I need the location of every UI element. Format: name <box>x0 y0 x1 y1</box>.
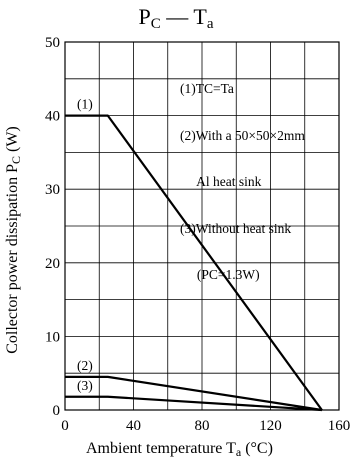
x-axis-label: Ambient temperature Ta (°C) <box>86 440 273 459</box>
plot-frame <box>64 41 340 411</box>
series-label: (3) <box>77 378 93 393</box>
legend-line: (PC=1.3W) <box>180 267 260 282</box>
y-tick-label: 10 <box>45 329 60 345</box>
y-tick-label: 50 <box>45 35 60 51</box>
legend-line: (3)Without heat sink <box>180 220 292 236</box>
legend-line: Al heat sink <box>180 174 262 189</box>
series-label: (1) <box>77 97 93 112</box>
y-tick-label: 40 <box>45 109 60 125</box>
chart-title: PC — Ta <box>138 4 214 32</box>
series-label: (2) <box>77 358 93 373</box>
x-tick-label: 80 <box>195 418 210 434</box>
series-line <box>65 375 323 412</box>
tick-labels: 0 40 80 120 160 0 10 20 30 40 50 <box>45 35 350 434</box>
legend-line: (2)With a 50×50×2mm <box>180 127 305 143</box>
x-tick-label: 0 <box>61 418 69 434</box>
legend-line: (1)TC=Ta <box>180 81 234 96</box>
y-tick-label: 30 <box>45 182 60 198</box>
grid <box>65 42 339 410</box>
series-line <box>65 114 323 411</box>
series-line <box>65 395 322 412</box>
x-tick-label: 160 <box>328 418 351 434</box>
y-tick-label: 20 <box>45 256 60 272</box>
series-lines: (1) (2) (3) <box>65 97 323 412</box>
y-axis-label: Collector power dissipation PC (W) <box>4 126 23 354</box>
x-tick-label: 40 <box>126 418 141 434</box>
x-tick-label: 120 <box>259 418 282 434</box>
legend: (1)TC=Ta (2)With a 50×50×2mm Al heat sin… <box>180 50 305 298</box>
y-tick-label: 0 <box>53 403 61 419</box>
